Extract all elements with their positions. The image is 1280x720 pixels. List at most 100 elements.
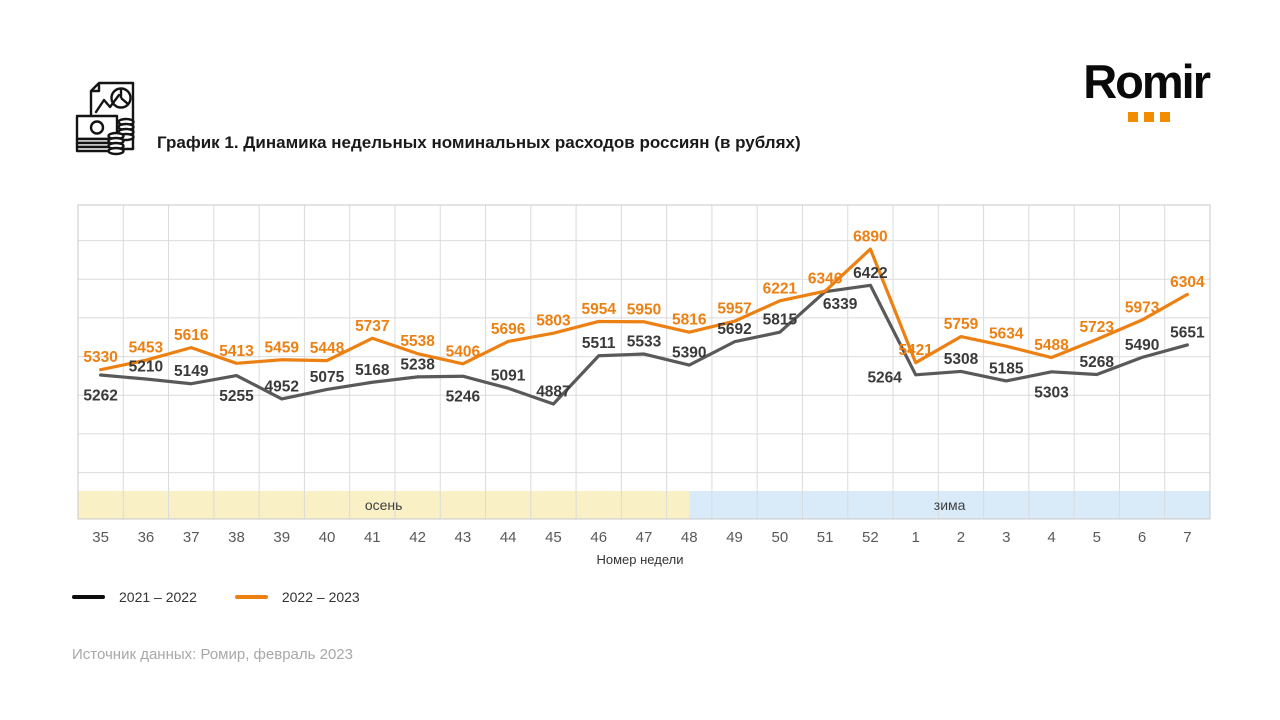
data-label-series-0: 5490 [1125,337,1159,354]
data-label-series-1: 5413 [219,343,254,360]
data-label-series-1: 5803 [536,313,571,330]
x-tick-label: 4 [1047,529,1055,546]
x-tick-label: 40 [319,529,336,546]
x-tick-label: 37 [183,529,200,546]
legend-label-2022-2023: 2022 – 2023 [281,589,360,605]
season-band-1 [689,491,1210,519]
x-tick-label: 42 [409,529,426,546]
data-label-series-1: 5330 [83,349,117,366]
data-label-series-1: 6304 [1170,274,1205,291]
legend-item-2021-2022: 2021 – 2022 [72,589,197,605]
data-label-series-1: 5816 [672,312,707,329]
data-label-series-1: 5448 [310,340,345,357]
data-label-series-1: 6890 [853,229,887,246]
data-label-series-0: 5185 [989,360,1024,377]
data-label-series-1: 6346 [808,271,843,288]
data-label-series-0: 5308 [944,351,979,368]
logo-dot [1160,112,1170,122]
x-tick-label: 36 [138,529,155,546]
x-tick-label: 38 [228,529,245,546]
x-tick-label: 48 [681,529,698,546]
x-tick-label: 51 [817,529,834,546]
data-label-series-0: 5149 [174,363,209,380]
data-label-series-1: 5954 [581,301,616,318]
data-label-series-0: 4887 [536,383,570,400]
legend-swatch-2021-2022 [72,595,105,599]
data-label-series-0: 5692 [717,321,751,338]
data-label-series-1: 5538 [400,333,435,350]
data-label-series-1: 5737 [355,318,389,335]
data-label-series-0: 5390 [672,345,706,362]
data-label-series-1: 5634 [989,326,1024,343]
data-label-series-1: 6221 [763,280,798,297]
data-label-series-1: 5406 [446,343,481,360]
x-tick-label: 45 [545,529,562,546]
romir-logo-dots [1128,112,1170,122]
data-label-series-1: 5616 [174,327,209,344]
x-tick-label: 44 [500,529,517,546]
x-tick-label: 43 [455,529,472,546]
x-tick-label: 39 [273,529,290,546]
data-label-series-1: 5459 [265,339,300,356]
data-label-series-1: 5973 [1125,300,1160,317]
series-line-0 [99,283,1189,406]
data-label-series-0: 6339 [823,296,858,313]
x-tick-label: 7 [1183,529,1191,546]
x-tick-label: 1 [912,529,920,546]
data-label-series-0: 5651 [1170,324,1205,341]
data-label-series-0: 6422 [853,265,887,282]
x-tick-label: 47 [636,529,653,546]
x-tick-label: 46 [590,529,607,546]
x-tick-label: 35 [92,529,109,546]
data-label-series-0: 5255 [219,388,254,405]
data-label-series-0: 5268 [1080,354,1115,371]
x-axis-title: Номер недели [596,552,684,567]
season-band-0 [78,491,690,519]
data-label-series-0: 5264 [867,369,902,386]
data-label-series-1: 5950 [627,301,661,318]
data-label-series-0: 5210 [129,359,163,376]
data-source-note: Источник данных: Ромир, февраль 2023 [72,646,353,663]
chart-legend: 2021 – 2022 2022 – 2023 [72,589,398,605]
data-label-series-0: 5533 [627,334,662,351]
data-label-series-1: 5723 [1080,319,1115,336]
data-label-series-1: 5421 [898,342,933,359]
x-tick-label: 2 [957,529,965,546]
data-label-series-0: 5168 [355,362,390,379]
x-tick-label: 41 [364,529,381,546]
x-tick-label: 52 [862,529,879,546]
x-tick-label: 50 [771,529,788,546]
data-label-series-1: 5957 [717,301,751,318]
logo-dot [1128,112,1138,122]
legend-label-2021-2022: 2021 – 2022 [119,589,197,605]
legend-item-2022-2023: 2022 – 2023 [234,589,360,605]
data-label-series-0: 5246 [446,389,481,406]
data-label-series-0: 5075 [310,369,345,386]
data-label-series-1: 5453 [129,340,164,357]
data-label-series-1: 5696 [491,321,526,338]
x-tick-label: 6 [1138,529,1146,546]
x-tick-label: 49 [726,529,743,546]
data-label-series-0: 5091 [491,368,526,385]
data-label-series-1: 5488 [1034,337,1069,354]
data-label-series-0: 5238 [400,356,435,373]
series-line-1 [99,247,1189,372]
data-label-series-0: 5303 [1034,384,1069,401]
data-label-series-0: 5511 [582,335,616,352]
legend-swatch-2022-2023 [234,595,268,599]
season-band-label-0: осень [365,497,403,513]
x-tick-label: 3 [1002,529,1010,546]
plot-border [77,204,1211,520]
data-label-series-0: 5815 [763,312,798,329]
data-label-series-0: 4952 [265,378,299,395]
romir-logo: Romir [1063,58,1211,128]
page-title: График 1. Динамика недельных номинальных… [157,133,801,152]
x-tick-label: 5 [1093,529,1101,546]
logo-dot [1144,112,1154,122]
romir-logo-text: Romir [1083,55,1211,108]
document-money-chart-icon [75,81,135,156]
data-label-series-1: 5759 [944,316,979,333]
